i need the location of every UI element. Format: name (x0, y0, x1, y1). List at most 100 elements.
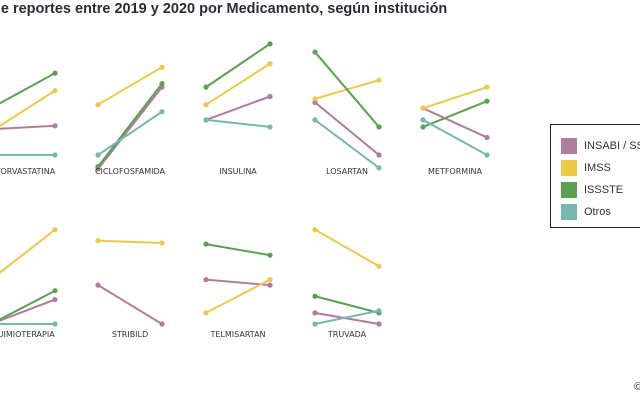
legend-item-imss: IMSS (561, 159, 611, 177)
panel-label-ciclofosfamida: CICLOFOSFAMIDA (95, 167, 166, 176)
panel-insulina: INSULINA (203, 41, 273, 176)
series-line-ciclofosfamida-imss (97, 66, 163, 106)
point-losartan-otros-2020 (376, 165, 382, 171)
point-ciclofosfamida-issste-2019 (95, 164, 101, 170)
point-insulina-imss-2019 (203, 102, 209, 108)
panel-quimioterapia: QUIMIOTERAPIA (0, 227, 58, 339)
series-line-truvada-imss (314, 228, 380, 268)
panel-label-atorvastatina: ATORVASTATINA (0, 167, 56, 176)
point-telmisartan-issste-2019 (203, 241, 209, 247)
series-line-quimioterapia-insabi-ssa (0, 298, 56, 322)
series-line-telmisartan-issste (205, 243, 271, 257)
point-atorvastatina-issste-2020 (52, 70, 58, 76)
point-atorvastatina-otros-2020 (52, 152, 58, 158)
legend-label-imss: IMSS (584, 162, 611, 174)
panel-label-quimioterapia: QUIMIOTERAPIA (0, 330, 55, 339)
point-quimioterapia-issste-2020 (52, 288, 58, 294)
point-insulina-otros-2019 (203, 117, 209, 123)
series-line-insulina-insabi-ssa (205, 95, 271, 121)
point-quimioterapia-imss-2020 (52, 227, 58, 233)
point-truvada-otros-2020 (376, 308, 382, 314)
legend-swatch-insabi (561, 138, 577, 154)
panel-truvada: TRUVADA (312, 227, 382, 339)
point-stribild-imss-2020 (159, 240, 165, 246)
panel-metformina: METFORMINA (420, 84, 490, 176)
point-insulina-issste-2020 (267, 41, 273, 47)
series-line-metformina-insabi-ssa (422, 107, 488, 139)
legend-swatch-issste (561, 182, 577, 198)
point-metformina-issste-2020 (484, 98, 490, 104)
point-telmisartan-insabi-ssa-2019 (203, 277, 209, 283)
panel-atorvastatina: ATORVASTATINA (0, 70, 58, 176)
point-insulina-otros-2020 (267, 124, 273, 130)
point-truvada-insabi-ssa-2019 (312, 310, 318, 316)
credit-mark: © (634, 381, 640, 393)
point-truvada-insabi-ssa-2020 (376, 321, 382, 327)
point-ciclofosfamida-issste-2020 (159, 81, 165, 87)
point-ciclofosfamida-otros-2020 (159, 109, 165, 115)
series-line-ciclofosfamida-insabi-ssa (97, 86, 163, 170)
point-stribild-insabi-ssa-2020 (159, 321, 165, 327)
panel-label-telmisartan: TELMISARTAN (209, 330, 265, 339)
panel-label-losartan: LOSARTAN (326, 167, 368, 176)
point-truvada-imss-2019 (312, 227, 318, 233)
legend-label-otros: Otros (584, 206, 611, 218)
point-quimioterapia-insabi-ssa-2020 (52, 296, 58, 303)
legend-swatch-imss (561, 160, 577, 176)
point-metformina-insabi-ssa-2020 (484, 134, 490, 141)
series-line-stribild-insabi-ssa (97, 284, 163, 325)
legend-label-issste: ISSSTE (584, 184, 624, 196)
point-stribild-insabi-ssa-2019 (95, 282, 101, 288)
legend-item-insabi: INSABI / SSa (561, 137, 640, 155)
point-ciclofosfamida-otros-2019 (95, 152, 101, 158)
point-ciclofosfamida-imss-2020 (159, 64, 165, 70)
panel-label-insulina: INSULINA (219, 167, 257, 176)
panel-label-truvada: TRUVADA (327, 330, 367, 339)
point-atorvastatina-imss-2020 (52, 88, 58, 94)
legend-item-issste: ISSSTE (561, 181, 623, 199)
point-metformina-otros-2019 (420, 117, 426, 123)
point-telmisartan-imss-2019 (203, 310, 209, 316)
point-losartan-imss-2020 (376, 77, 382, 83)
series-line-ciclofosfamida-otros (97, 110, 163, 156)
point-losartan-issste-2020 (376, 124, 382, 130)
series-line-metformina-issste (422, 100, 488, 128)
series-line-metformina-imss (422, 86, 488, 110)
chart-title: de reportes entre 2019 y 2020 por Medica… (0, 1, 448, 17)
point-insulina-imss-2020 (267, 61, 273, 67)
series-line-quimioterapia-issste (0, 289, 56, 321)
point-telmisartan-imss-2020 (267, 277, 273, 283)
point-metformina-issste-2019 (420, 124, 426, 130)
point-metformina-imss-2019 (420, 105, 426, 111)
point-truvada-issste-2019 (312, 293, 318, 299)
panel-label-stribild: STRIBILD (112, 330, 148, 339)
point-insulina-insabi-ssa-2020 (267, 93, 273, 100)
series-line-losartan-issste (314, 51, 380, 128)
series-line-losartan-insabi-ssa (314, 101, 380, 156)
series-line-ciclofosfamida-issste (97, 83, 163, 168)
legend-label-insabi: INSABI / SSa (584, 140, 640, 152)
point-losartan-otros-2019 (312, 117, 318, 123)
legend-swatch-otros (561, 204, 577, 220)
panel-losartan: LOSARTAN (312, 49, 382, 176)
series-line-telmisartan-imss (205, 278, 271, 314)
point-telmisartan-issste-2020 (267, 252, 273, 258)
series-line-insulina-otros (205, 118, 271, 128)
point-metformina-imss-2020 (484, 84, 490, 90)
series-line-losartan-otros (314, 119, 380, 169)
series-line-insulina-imss (205, 62, 271, 106)
point-quimioterapia-otros-2020 (52, 321, 58, 327)
panel-telmisartan: TELMISARTAN (203, 241, 273, 339)
point-losartan-issste-2019 (312, 49, 318, 55)
series-line-truvada-insabi-ssa (314, 311, 380, 325)
series-line-metformina-otros (422, 119, 488, 156)
series-line-quimioterapia-imss (0, 228, 56, 274)
point-truvada-otros-2019 (312, 321, 318, 327)
point-truvada-imss-2020 (376, 263, 382, 269)
panel-ciclofosfamida: CICLOFOSFAMIDA (95, 64, 166, 176)
series-line-insulina-issste (205, 43, 271, 88)
point-atorvastatina-insabi-ssa-2020 (52, 123, 58, 129)
panel-stribild: STRIBILD (95, 238, 165, 339)
point-losartan-insabi-ssa-2020 (376, 152, 382, 158)
